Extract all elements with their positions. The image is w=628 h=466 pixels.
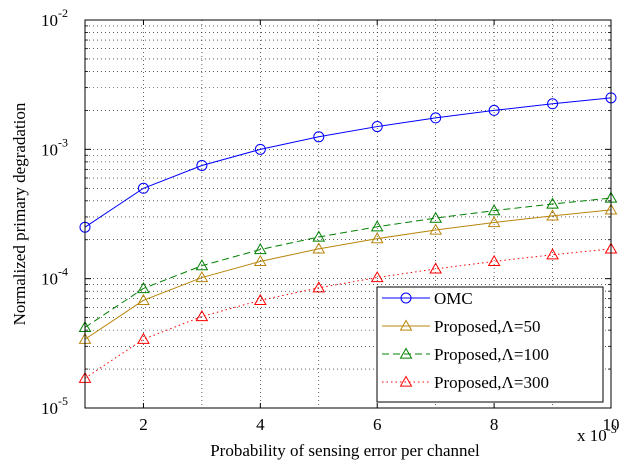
axes-frame — [84, 19, 612, 409]
y-tick-label: 10-4 — [41, 265, 68, 289]
data-point-marker — [370, 220, 384, 232]
legend-marker-sample — [400, 292, 412, 304]
data-point-marker — [254, 143, 266, 155]
data-point-marker — [487, 204, 501, 216]
axis-labels: Normalized primary degradation Probabili… — [10, 102, 617, 460]
y-tick-label: 10-3 — [41, 135, 68, 159]
data-point-marker — [370, 232, 384, 244]
data-point-marker — [137, 182, 149, 194]
data-point-marker — [547, 98, 559, 110]
x-axis-multiplier-exponent: -3 — [607, 422, 617, 436]
data-point-marker — [313, 131, 325, 143]
data-point-marker — [487, 254, 501, 267]
data-point-marker — [137, 293, 150, 305]
data-point-marker — [253, 293, 267, 305]
series-line — [84, 197, 612, 328]
series-line — [84, 209, 612, 340]
data-point-marker — [312, 281, 326, 293]
axis-ticks: 2 4 6 8 10 10-5 10-4 10-3 10-2 — [41, 6, 620, 434]
legend-entry-label: OMC — [434, 289, 473, 308]
x-axis-multiplier: x 10-3 — [577, 422, 617, 445]
x-tick-label: 6 — [373, 415, 382, 434]
data-point-marker — [546, 197, 559, 209]
data-point-marker — [195, 271, 209, 283]
data-point-marker — [253, 254, 267, 267]
data-point-marker — [488, 104, 500, 116]
data-point-marker — [546, 209, 559, 221]
x-tick-label: 10 — [603, 415, 620, 434]
data-point-marker — [195, 259, 209, 271]
y-tick-label: 10-2 — [41, 6, 68, 30]
data-point-marker — [429, 211, 443, 223]
data-point-marker — [312, 230, 326, 242]
legend-box — [376, 286, 604, 403]
data-point-marker — [429, 223, 443, 235]
data-point-marker — [546, 248, 559, 260]
data-point-marker — [137, 281, 150, 294]
legend-entry-label: Proposed,Λ=300 — [434, 373, 549, 392]
series-line — [84, 248, 612, 379]
data-point-marker — [253, 243, 267, 255]
x-tick-label: 4 — [256, 415, 265, 434]
y-axis-title: Normalized primary degradation — [10, 102, 29, 325]
data-point-marker — [196, 159, 208, 171]
legend-marker-sample — [399, 347, 413, 359]
legend-marker-sample — [399, 319, 413, 331]
data-point-marker — [370, 271, 384, 283]
legend-entry-label: Proposed,Λ=100 — [434, 345, 549, 364]
data-point-marker — [429, 262, 443, 274]
data-point-marker — [487, 215, 501, 228]
x-axis-multiplier-base: x 10 — [577, 426, 607, 445]
series-line — [84, 97, 612, 228]
legend-marker-sample — [399, 375, 413, 387]
data-point-marker — [371, 121, 383, 133]
x-tick-label: 2 — [139, 415, 148, 434]
legend: OMC Proposed,Λ=50 Proposed,Λ=100 Proposed,Λ… — [376, 286, 604, 403]
data-point-marker — [312, 242, 326, 254]
x-tick-label: 8 — [490, 415, 499, 434]
x-axis-title: Probability of sensing error per channel — [210, 441, 480, 460]
data-point-marker — [137, 332, 150, 344]
grid — [85, 20, 611, 408]
legend-entry-label: Proposed,Λ=50 — [434, 317, 540, 336]
data-point-marker — [195, 309, 209, 322]
data-point-marker — [430, 112, 442, 124]
y-tick-label: 10-5 — [41, 394, 68, 418]
